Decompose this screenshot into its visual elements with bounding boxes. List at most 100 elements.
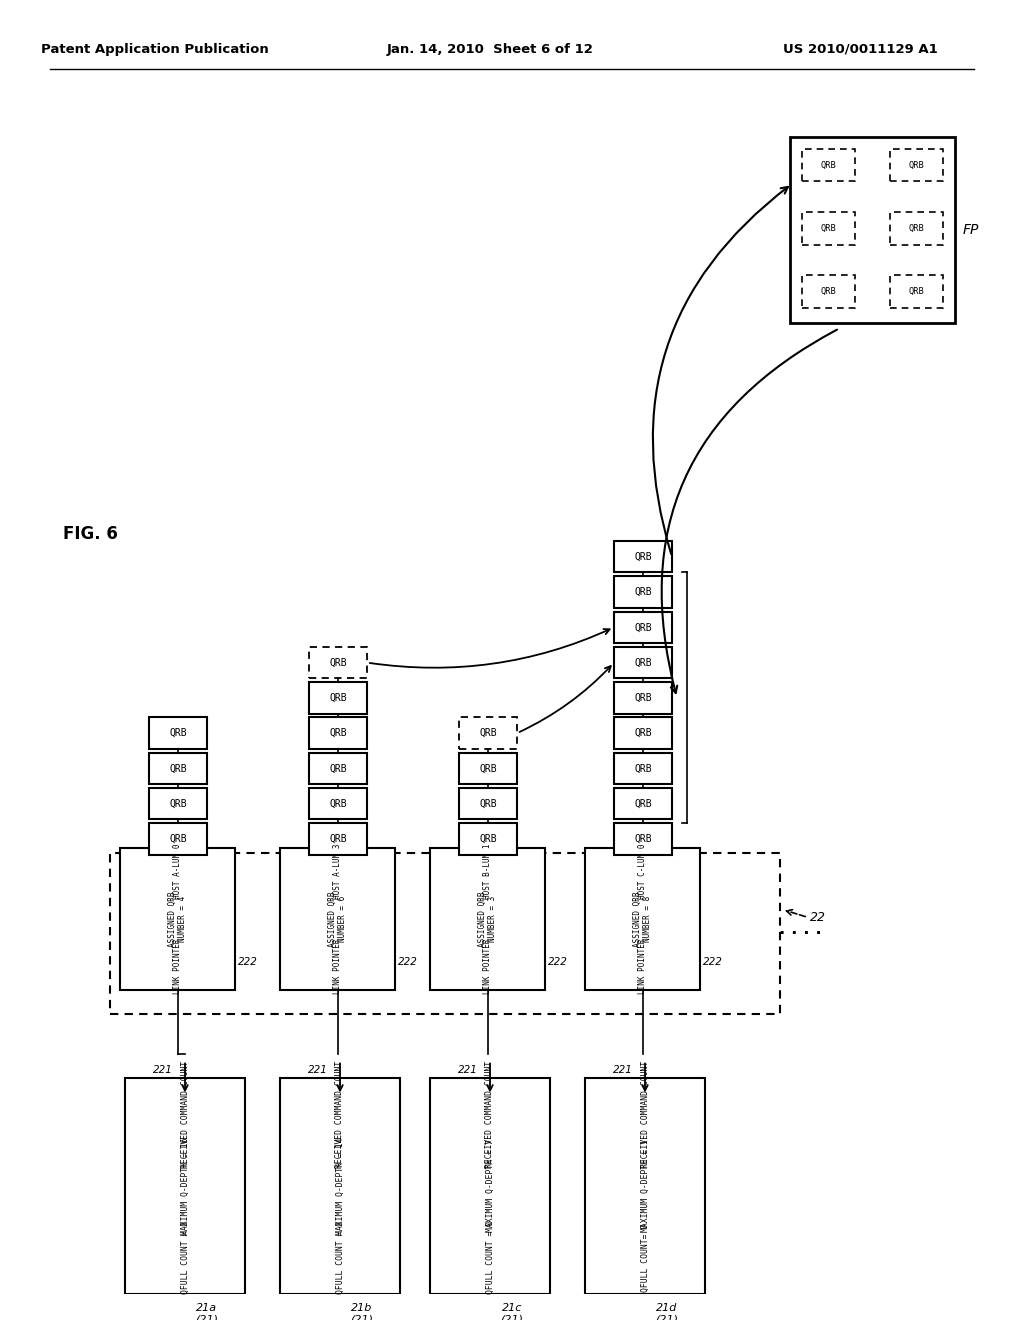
Bar	[430, 847, 545, 990]
Text: QRB: QRB	[479, 834, 497, 843]
Text: QRB: QRB	[634, 729, 652, 738]
Text: QRB: QRB	[479, 729, 497, 738]
Text: FP: FP	[963, 223, 979, 238]
Text: RECEIVED COMMAND COUNT: RECEIVED COMMAND COUNT	[180, 1060, 189, 1168]
Bar	[802, 276, 855, 308]
Text: 21d
(21): 21d (21)	[655, 1303, 679, 1320]
Text: QRB: QRB	[634, 552, 652, 562]
Bar	[430, 1078, 550, 1294]
Bar	[790, 137, 955, 323]
Bar	[150, 718, 207, 748]
Text: QRB: QRB	[479, 763, 497, 774]
Text: QRB: QRB	[479, 799, 497, 809]
Text: 222: 222	[398, 957, 418, 966]
Text: QRB: QRB	[634, 799, 652, 809]
Bar	[309, 682, 367, 714]
Text: 21c
(21): 21c (21)	[501, 1303, 523, 1320]
Text: QRB: QRB	[634, 763, 652, 774]
Text: QRB: QRB	[634, 834, 652, 843]
Text: QFULL COUNT ≠ 0: QFULL COUNT ≠ 0	[180, 1221, 189, 1295]
Bar	[614, 788, 672, 820]
Text: QRB: QRB	[169, 799, 186, 809]
Text: 221: 221	[308, 1065, 328, 1076]
Bar	[309, 718, 367, 748]
Text: QRB: QRB	[908, 224, 925, 232]
Bar	[459, 718, 517, 748]
Text: LINK POINTER: LINK POINTER	[173, 939, 182, 994]
Text: HOST A-LUN 0: HOST A-LUN 0	[173, 843, 182, 899]
Text: 221: 221	[613, 1065, 633, 1076]
Bar	[309, 752, 367, 784]
Text: FIG. 6: FIG. 6	[62, 525, 118, 544]
Text: QRB: QRB	[169, 763, 186, 774]
Text: RECEIVED COMMAND COUNT: RECEIVED COMMAND COUNT	[640, 1060, 649, 1168]
Bar	[120, 847, 234, 990]
Text: QRB: QRB	[329, 834, 347, 843]
Text: ASSIGNED QRB
NUMBER = 3: ASSIGNED QRB NUMBER = 3	[478, 891, 498, 946]
Bar	[150, 824, 207, 854]
Text: QRB: QRB	[634, 693, 652, 702]
Bar	[110, 853, 780, 1015]
Text: QRB: QRB	[634, 657, 652, 668]
Text: QRB: QRB	[634, 622, 652, 632]
Text: ASSIGNED QRB
NUMBER = 8: ASSIGNED QRB NUMBER = 8	[633, 891, 652, 946]
Text: 21b
(21): 21b (21)	[350, 1303, 374, 1320]
Text: QRB: QRB	[169, 729, 186, 738]
Bar	[585, 847, 700, 990]
Bar	[614, 541, 672, 573]
Bar	[614, 647, 672, 678]
Text: 21a
(21): 21a (21)	[196, 1303, 218, 1320]
Text: MAXIMUM Q-DEPTH = 7: MAXIMUM Q-DEPTH = 7	[485, 1139, 495, 1233]
Bar	[150, 788, 207, 820]
Text: QRB: QRB	[908, 161, 925, 170]
Text: QRB: QRB	[329, 799, 347, 809]
Bar	[890, 276, 943, 308]
Bar	[614, 718, 672, 748]
Text: 222: 222	[238, 957, 258, 966]
Text: QRB: QRB	[820, 161, 837, 170]
Bar	[280, 847, 395, 990]
Text: MAXIMUM Q-DEPTH = 16: MAXIMUM Q-DEPTH = 16	[180, 1138, 189, 1234]
Text: MAXIMUM Q-DEPTH = 1: MAXIMUM Q-DEPTH = 1	[640, 1139, 649, 1233]
Bar	[614, 752, 672, 784]
Bar	[802, 149, 855, 181]
Text: LINK POINTER: LINK POINTER	[483, 939, 492, 994]
Bar	[280, 1078, 400, 1294]
Bar	[309, 647, 367, 678]
Text: 222: 222	[703, 957, 723, 966]
Text: Jan. 14, 2010  Sheet 6 of 12: Jan. 14, 2010 Sheet 6 of 12	[387, 42, 594, 55]
Bar	[309, 824, 367, 854]
Bar	[890, 149, 943, 181]
Bar	[890, 213, 943, 244]
Bar	[125, 1078, 245, 1294]
Text: RECEIVED COMMAND COUNT: RECEIVED COMMAND COUNT	[336, 1060, 344, 1168]
Text: LINK POINTER: LINK POINTER	[638, 939, 647, 994]
Text: 222: 222	[548, 957, 568, 966]
Text: 221: 221	[458, 1065, 478, 1076]
Bar	[614, 682, 672, 714]
Text: QRB: QRB	[908, 286, 925, 296]
Text: ASSIGNED QRB
NUMBER = 4: ASSIGNED QRB NUMBER = 4	[168, 891, 187, 946]
Bar	[459, 788, 517, 820]
Text: QFULL COUNT = 0: QFULL COUNT = 0	[485, 1221, 495, 1295]
Text: QRB: QRB	[820, 224, 837, 232]
Bar	[309, 788, 367, 820]
Bar	[150, 752, 207, 784]
Text: QRB: QRB	[329, 729, 347, 738]
Text: HOST A-LUN 3: HOST A-LUN 3	[333, 843, 342, 899]
Text: QFULL COUNT= 0: QFULL COUNT= 0	[640, 1224, 649, 1292]
Bar	[459, 824, 517, 854]
Text: RECEIVED COMMAND COUNT: RECEIVED COMMAND COUNT	[485, 1060, 495, 1168]
Text: QRB: QRB	[634, 587, 652, 597]
Text: HOST B-LUN 1: HOST B-LUN 1	[483, 843, 492, 899]
Text: HOST C-LUN 0: HOST C-LUN 0	[638, 843, 647, 899]
Text: QFULL COUNT = 0: QFULL COUNT = 0	[336, 1221, 344, 1295]
Text: 221: 221	[154, 1065, 173, 1076]
Bar	[585, 1078, 705, 1294]
Text: LINK POINTER: LINK POINTER	[333, 939, 342, 994]
Bar	[614, 611, 672, 643]
Bar	[614, 824, 672, 854]
Bar	[802, 213, 855, 244]
Text: QRB: QRB	[329, 693, 347, 702]
Bar	[614, 577, 672, 607]
